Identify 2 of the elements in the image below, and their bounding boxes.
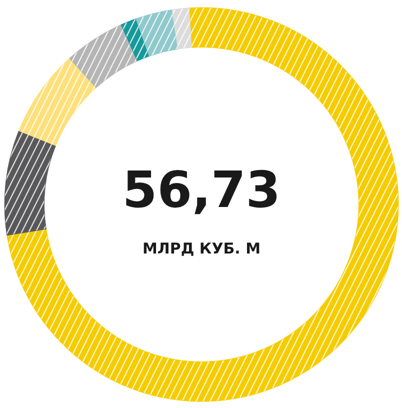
text: 56,73 — [122, 161, 281, 220]
text: МЛРД КУБ. М — [142, 239, 261, 258]
